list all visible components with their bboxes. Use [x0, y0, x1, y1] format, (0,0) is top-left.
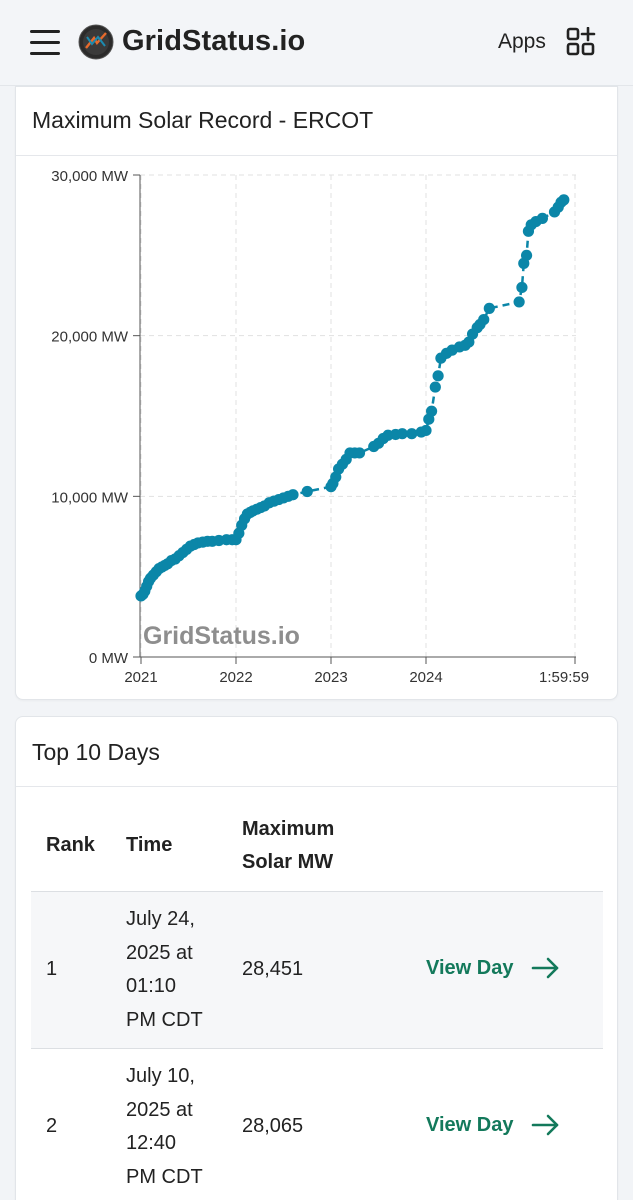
view-day-button[interactable]: View Day	[426, 1113, 561, 1137]
data-point	[429, 381, 441, 393]
x-tick-label: 2023	[314, 669, 347, 686]
time-line: PM CDT	[126, 1008, 203, 1031]
apps-link[interactable]: Apps	[498, 30, 546, 53]
y-tick-label: 0 MW	[89, 650, 129, 667]
rank-cell: 2	[46, 1115, 58, 1137]
time-cell: July 10, 2025 at 12:40 PM CDT	[126, 1060, 203, 1194]
chart-header-divider	[16, 155, 617, 156]
view-day-label: View Day	[426, 1113, 514, 1136]
x-tick-label: 2021	[124, 669, 157, 686]
x-tick-label: 2022	[219, 669, 252, 686]
time-line: July 24,	[126, 908, 195, 930]
data-point	[536, 212, 549, 224]
solar-record-chart[interactable]: 0 MW 10,000 MW 20,000 MW 30,000 MW 2021 2022 2…	[16, 87, 619, 701]
time-line: 2025 at	[126, 941, 193, 964]
chart-card: Maximum Solar Record - ERCOT 0 MW 10,000 …	[15, 86, 618, 700]
rank-cell: 1	[46, 958, 58, 980]
arrow-right-icon	[532, 957, 559, 979]
arrow-right-icon	[532, 1114, 559, 1136]
y-tick-label: 20,000 MW	[51, 329, 129, 346]
top-days-card: Top 10 Days Rank Time Maximum Solar MW 1…	[15, 716, 618, 1200]
chart-title: Maximum Solar Record - ERCOT	[32, 107, 374, 133]
data-point	[301, 485, 313, 498]
hamburger-menu-icon[interactable]	[30, 28, 62, 56]
gridstatus-logo-icon[interactable]	[78, 24, 114, 60]
data-point	[420, 424, 432, 437]
top-days-title: Top 10 Days	[32, 739, 160, 765]
data-point	[513, 296, 525, 308]
time-line: July 10,	[126, 1065, 195, 1087]
column-header-time[interactable]: Time	[126, 834, 173, 856]
series-line	[140, 198, 565, 597]
top-days-divider	[16, 786, 617, 787]
time-cell: July 24, 2025 at 01:10 PM CDT	[126, 903, 203, 1037]
table-row[interactable]: 2 July 10, 2025 at 12:40 PM CDT 28,065 V…	[31, 1049, 603, 1200]
time-line: 2025 at	[126, 1098, 193, 1121]
time-line: PM CDT	[126, 1165, 203, 1188]
x-tick-label: 1:59:59	[539, 669, 589, 686]
view-day-button[interactable]: View Day	[426, 956, 561, 980]
x-tick-label: 2024	[409, 669, 442, 686]
data-point	[558, 194, 570, 206]
table-row[interactable]: 1 July 24, 2025 at 01:10 PM CDT 28,451 V…	[31, 892, 603, 1048]
brand-name[interactable]: GridStatus.io	[122, 25, 306, 57]
data-point	[432, 370, 444, 382]
data-point	[287, 489, 299, 501]
data-point	[516, 281, 528, 294]
data-point	[396, 428, 408, 440]
data-point	[406, 428, 418, 440]
y-tick-label: 10,000 MW	[51, 489, 129, 506]
mw-cell: 28,065	[242, 1115, 304, 1137]
column-header-max-solar[interactable]: Maximum Solar MW	[242, 818, 335, 873]
top-header: GridStatus.io Apps	[0, 0, 633, 86]
apps-grid-plus-icon[interactable]	[566, 27, 596, 57]
time-line: 01:10	[126, 975, 177, 997]
view-day-label: View Day	[426, 956, 514, 979]
data-point	[425, 405, 438, 417]
time-line: 12:40	[126, 1132, 177, 1154]
y-tick-label: 30,000 MW	[51, 168, 129, 185]
chart-watermark: GridStatus.io	[143, 622, 300, 650]
row-separator	[31, 1048, 603, 1049]
column-header-rank[interactable]: Rank	[46, 834, 95, 856]
header-separator	[31, 891, 603, 892]
data-point	[483, 302, 495, 314]
data-point	[520, 249, 533, 261]
data-point	[478, 314, 490, 326]
mw-cell: 28,451	[242, 958, 304, 980]
data-point	[353, 447, 366, 459]
